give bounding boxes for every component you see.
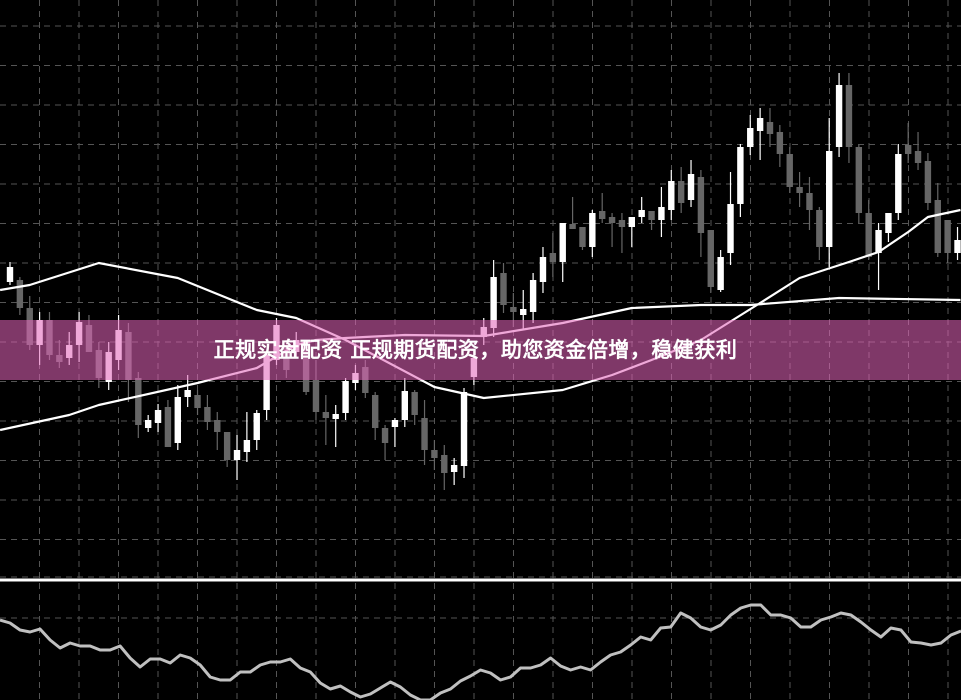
candle-bull: [144, 420, 152, 428]
candle-bull: [401, 391, 408, 420]
candle-bear: [806, 193, 813, 210]
candle-bear: [599, 211, 606, 219]
candle-bull: [668, 181, 675, 210]
candle-bear: [934, 200, 941, 253]
promo-banner-text: 正规实盘配资 正规期货配资，助您资金倍增，稳健获利: [213, 338, 738, 362]
candle-bull: [875, 230, 882, 253]
candle-bull: [243, 440, 251, 452]
candle-bull: [737, 147, 744, 204]
candle-bull: [233, 450, 241, 460]
candle-bull: [174, 397, 181, 443]
candle-bull: [885, 213, 892, 233]
candle-bull: [717, 257, 724, 290]
candle-bear: [135, 378, 142, 425]
candle-bear: [816, 210, 823, 247]
candle-bull: [450, 465, 458, 472]
candle-bear: [944, 220, 951, 253]
candle-bear: [500, 273, 507, 305]
candle-bear: [312, 380, 320, 412]
candle-bear: [697, 177, 705, 233]
moving-average-line-1: [0, 208, 961, 400]
candle-bear: [904, 145, 912, 154]
candle-bull: [638, 210, 645, 217]
candle-bull: [520, 309, 527, 315]
candle-bull: [835, 85, 843, 147]
candle-bull: [154, 410, 162, 423]
candle-bear: [381, 428, 389, 443]
candle-bear: [579, 227, 586, 247]
candle-bear: [549, 253, 557, 262]
candle-bear: [214, 420, 221, 432]
candle-bear: [707, 230, 714, 287]
candle-bull: [460, 392, 468, 466]
candle-bear: [164, 407, 172, 447]
candle-bear: [766, 122, 774, 134]
candle-bull: [628, 217, 636, 227]
candle-bear: [855, 147, 863, 213]
candle-bull: [895, 154, 902, 213]
candle-bear: [865, 213, 872, 257]
candle-bull: [747, 128, 754, 147]
candle-bull: [184, 390, 191, 397]
candle-bear: [618, 220, 626, 227]
candle-bull: [756, 118, 764, 131]
candle-bull: [529, 280, 537, 312]
candle-bull: [391, 420, 399, 427]
candle-bear: [431, 450, 438, 458]
candle-bear: [16, 280, 24, 308]
candle-bear: [441, 455, 448, 473]
candle-bull: [253, 413, 260, 440]
candle-bear: [421, 418, 428, 450]
candle-bear: [194, 395, 201, 408]
candle-bull: [687, 174, 695, 200]
candle-bull: [490, 277, 497, 328]
candle-bull: [332, 414, 339, 419]
candle-bear: [786, 154, 793, 187]
candle-bull: [954, 240, 961, 253]
candle-bear: [411, 392, 418, 415]
candle-bear: [924, 161, 932, 203]
candle-bear: [845, 85, 853, 147]
candle-bear: [569, 224, 576, 229]
oscillator-line: [0, 603, 961, 700]
candle-bear: [648, 211, 655, 220]
candle-bear: [796, 187, 803, 193]
candle-bull: [589, 213, 596, 247]
candle-bull: [6, 267, 14, 282]
candle-bear: [510, 307, 517, 312]
candle-bull: [342, 381, 349, 413]
candle-bull: [559, 223, 566, 262]
candle-bear: [776, 132, 784, 154]
candle-bear: [608, 217, 616, 223]
candle-bear: [371, 395, 379, 428]
candle-bear: [322, 412, 330, 418]
candle-bear: [677, 181, 685, 203]
candle-bear: [914, 151, 922, 163]
promo-banner: [0, 320, 961, 380]
candle-bear: [223, 432, 231, 460]
candle-bear: [204, 407, 211, 422]
candle-bull: [263, 355, 270, 410]
candle-bull: [727, 204, 734, 253]
candle-bull: [658, 207, 665, 220]
candle-bull: [539, 257, 547, 282]
candle-bull: [826, 151, 833, 247]
